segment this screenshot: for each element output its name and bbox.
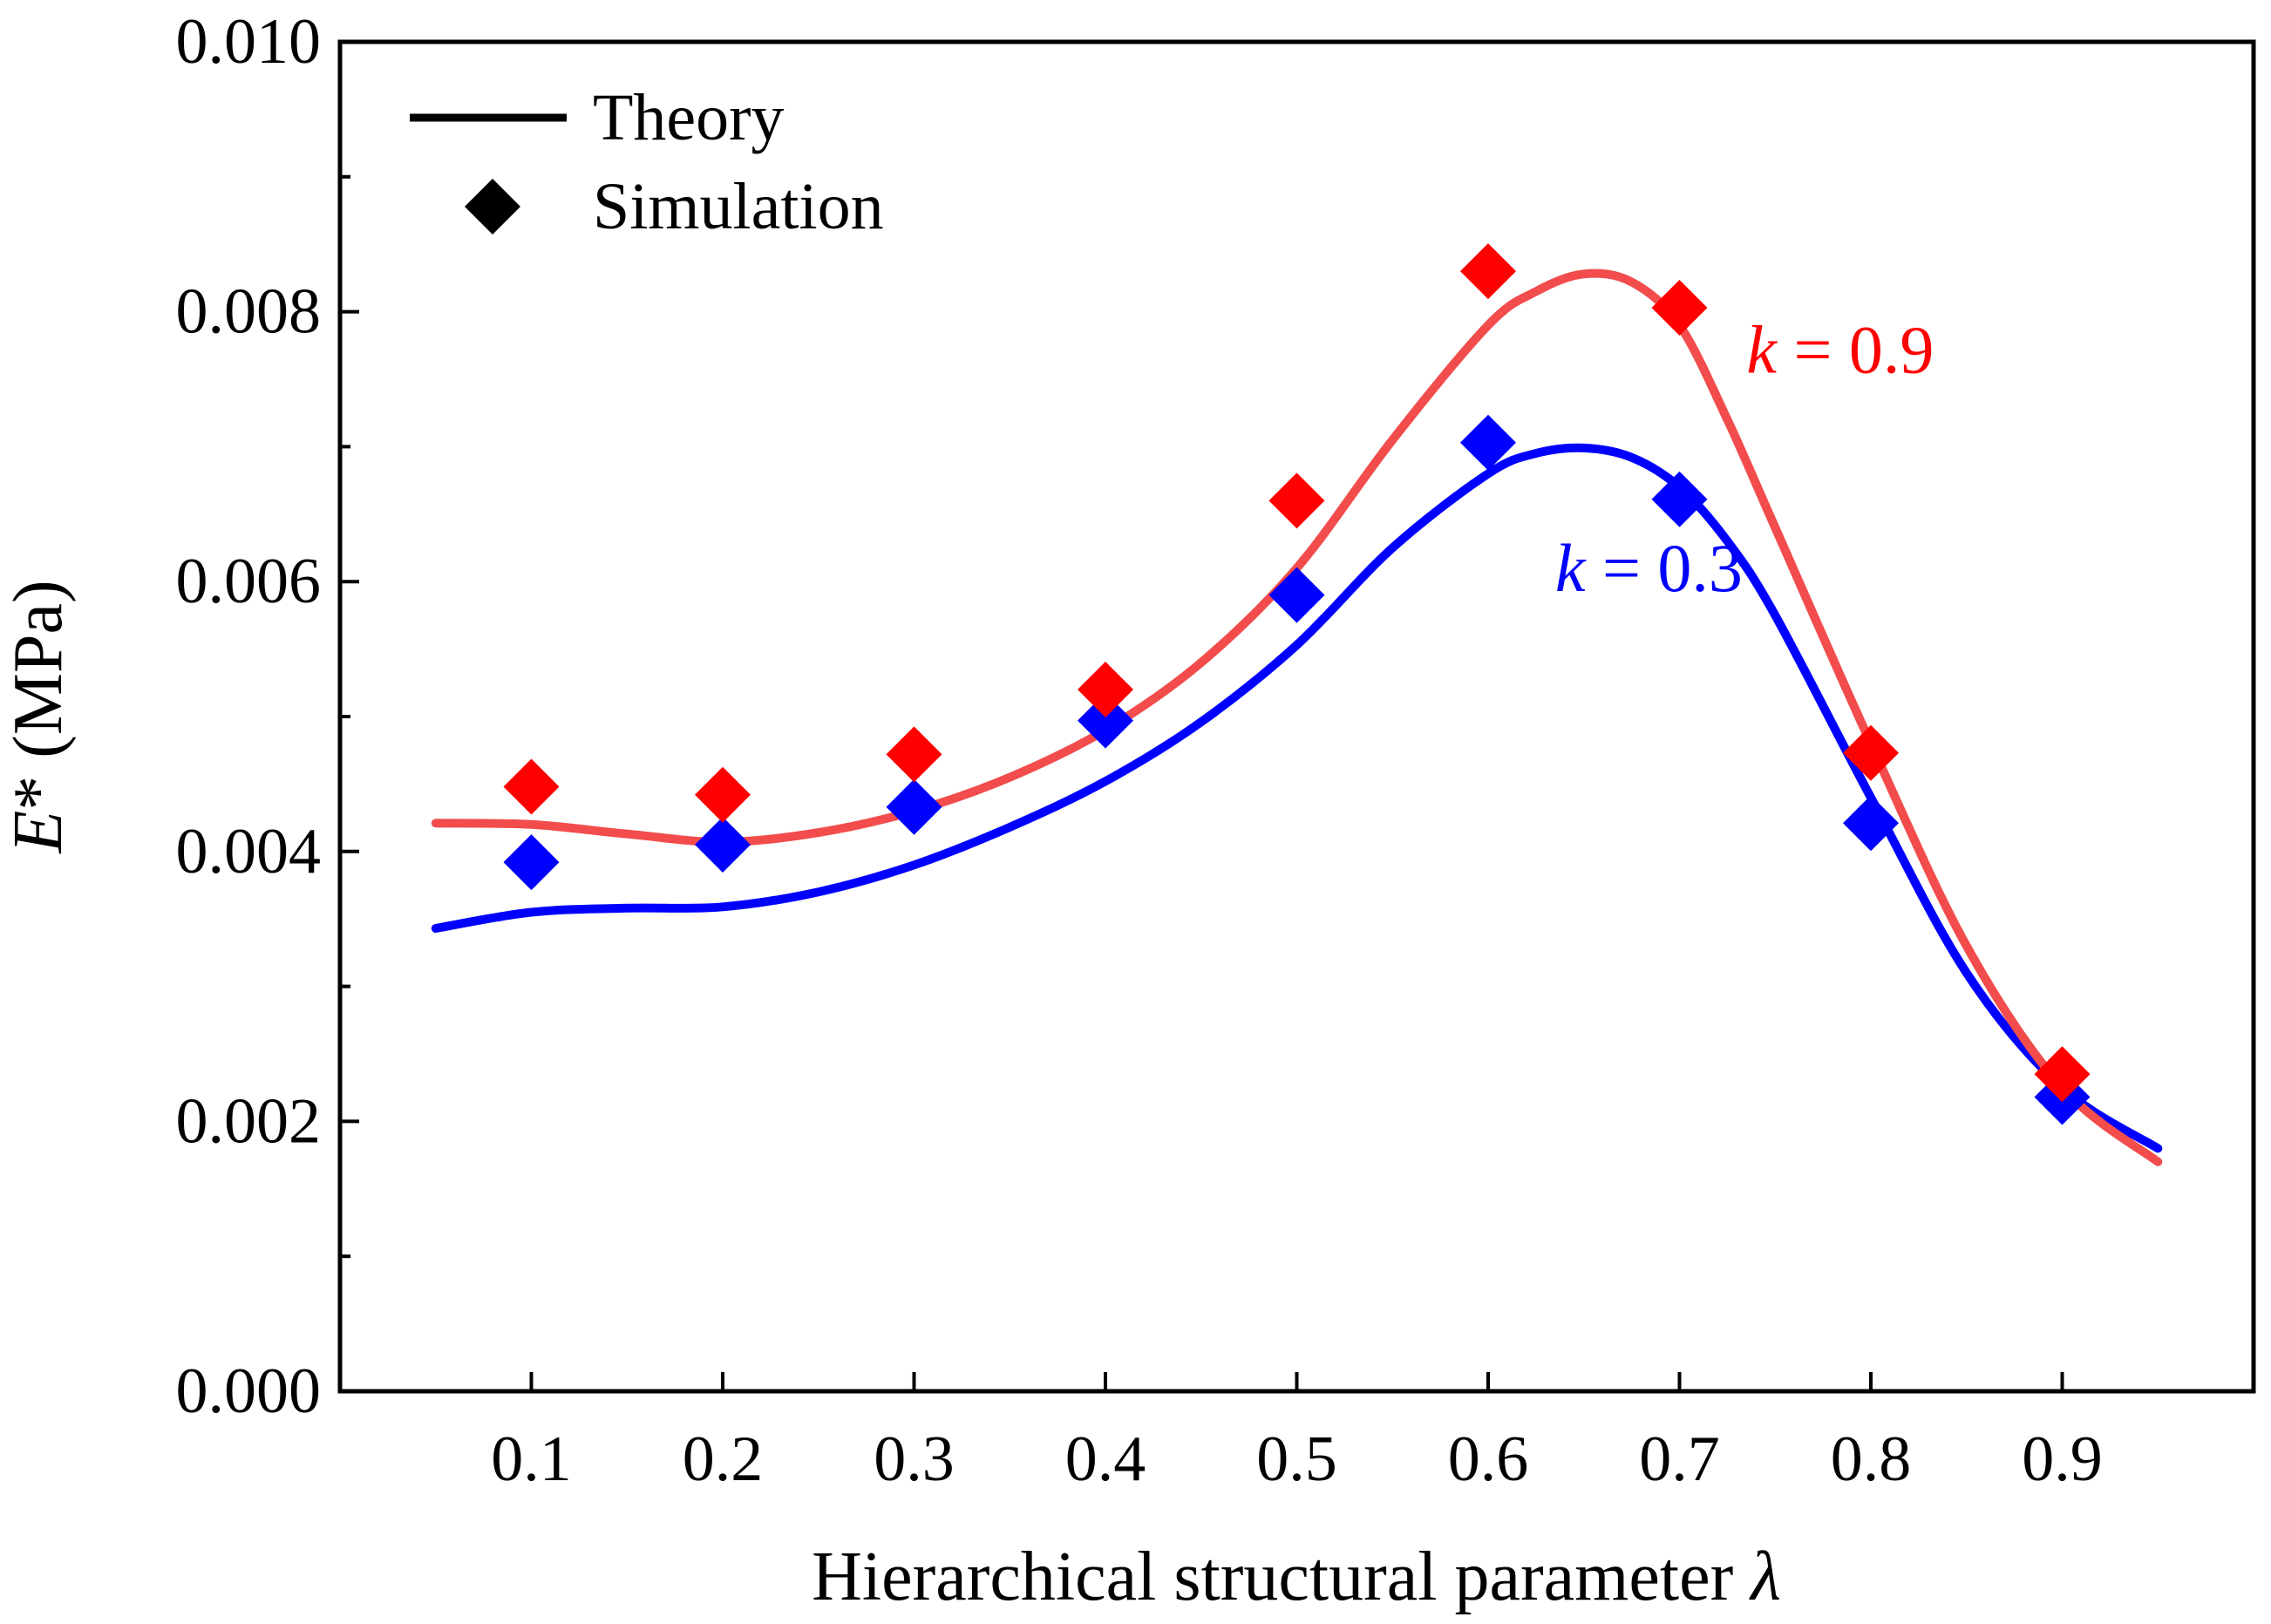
y-tick-label: 0.000 [176, 1356, 322, 1427]
x-axis-title: Hierarchical structural parameter λ [812, 1539, 1781, 1615]
legend: Theory Simulation [410, 81, 884, 243]
legend-theory-label: Theory [593, 81, 784, 154]
theory-lines [431, 268, 2163, 1166]
y-axis: 0.000 0.002 0.004 0.006 0.008 0.010 [176, 6, 359, 1427]
annotation-k-0-3: k = 0.3 [1555, 530, 1743, 606]
annotation-k-0-9-value: = 0.9 [1777, 311, 1934, 387]
theory-line-k-0-9 [431, 268, 2163, 1166]
simulation-point-k-0-9 [1268, 472, 1325, 529]
x-tick-label: 0.7 [1639, 1424, 1720, 1495]
simulation-point-k-0-9 [886, 726, 942, 783]
annotation-k-0-3-value: = 0.3 [1585, 530, 1743, 606]
y-tick-label: 0.006 [176, 546, 322, 617]
x-axis-title-symbol: λ [1749, 1539, 1781, 1615]
annotation-k-0-3-symbol: k [1555, 530, 1587, 606]
simulation-point-k-0-9 [1843, 724, 1899, 781]
annotation-k-0-9-symbol: k [1746, 311, 1778, 387]
simulation-point-k-0-3 [1843, 795, 1899, 852]
simulation-point-k-0-3 [886, 778, 942, 835]
simulation-point-k-0-9 [503, 758, 560, 815]
simulation-point-k-0-3 [503, 834, 560, 891]
simulation-point-k-0-9 [1651, 279, 1708, 336]
x-tick-label: 0.9 [2022, 1424, 2103, 1495]
series-layer [431, 243, 2163, 1166]
y-tick-label: 0.010 [176, 6, 322, 78]
simulation-point-k-0-3 [1268, 567, 1325, 623]
legend-simulation-label: Simulation [593, 170, 884, 243]
y-axis-title-text: * (MPa) [0, 580, 77, 810]
legend-simulation-marker [465, 179, 520, 234]
y-tick-label: 0.008 [176, 276, 322, 348]
simulation-point-k-0-9 [1460, 243, 1516, 300]
y-tick-label: 0.002 [176, 1085, 322, 1157]
simulation-point-k-0-3 [1651, 471, 1708, 527]
x-tick-label: 0.2 [683, 1424, 764, 1495]
simulation-point-k-0-3 [1078, 692, 1133, 749]
annotation-k-0-9: k = 0.9 [1746, 311, 1934, 387]
simulation-point-k-0-9 [2034, 1046, 2091, 1103]
y-axis-title: E* (MPa) [0, 580, 77, 853]
simulation-markers [503, 243, 2091, 1125]
simulation-point-k-0-3 [695, 817, 751, 873]
x-tick-label: 0.6 [1448, 1424, 1529, 1495]
x-tick-label: 0.8 [1831, 1424, 1912, 1495]
x-tick-label: 0.3 [874, 1424, 955, 1495]
simulation-point-k-0-9 [695, 766, 751, 823]
simulation-point-k-0-3 [1460, 414, 1516, 471]
x-tick-label: 0.4 [1065, 1424, 1146, 1495]
simulation-point-k-0-9 [1078, 662, 1133, 718]
y-axis-title-symbol: E [0, 811, 77, 854]
plot-frame [337, 39, 2256, 1394]
x-axis: 0.1 0.2 0.3 0.4 0.5 0.6 0.7 0.8 0.9 [491, 1372, 2103, 1495]
x-axis-title-text: Hierarchical structural parameter [812, 1539, 1751, 1615]
x-tick-label: 0.5 [1256, 1424, 1337, 1495]
y-tick-label: 0.004 [176, 816, 322, 887]
x-tick-label: 0.1 [491, 1424, 572, 1495]
